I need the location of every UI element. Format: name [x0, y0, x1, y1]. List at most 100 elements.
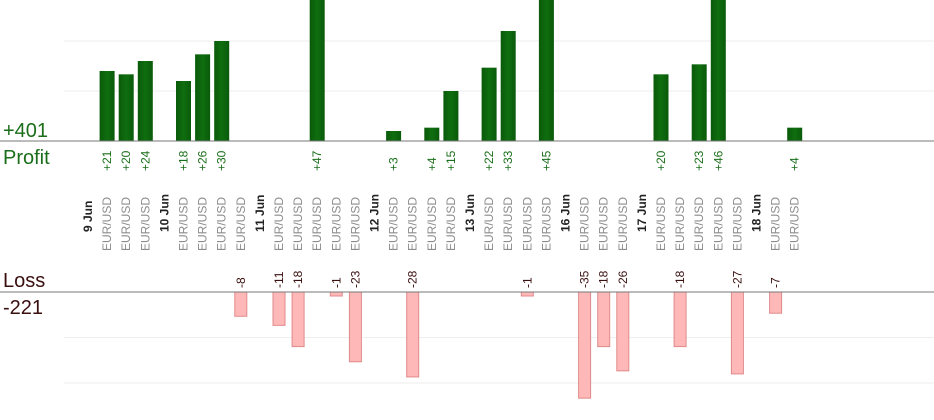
symbol-label: EUR/USD: [597, 197, 611, 251]
profit-value-label: +4: [788, 157, 802, 171]
date-label: 16 Jun: [559, 194, 573, 232]
loss-bar: [272, 291, 286, 326]
profit-bar: [118, 74, 134, 141]
date-label: 18 Jun: [750, 194, 764, 232]
profit-bar: [424, 127, 440, 141]
date-label: 9 Jun: [81, 201, 95, 232]
loss-value-label: -23: [348, 270, 362, 288]
loss-value-label: -1: [329, 277, 343, 288]
profit-bar: [653, 74, 669, 141]
profit-bar: [691, 64, 707, 141]
loss-bar: [673, 291, 687, 348]
loss-value-label: -1: [520, 277, 534, 288]
profit-bar: [481, 67, 497, 141]
profit-value-label: +20: [119, 150, 133, 171]
profit-value-label: +45: [539, 150, 553, 171]
symbol-label: EUR/USD: [348, 197, 362, 251]
profit-value-label: +22: [482, 150, 496, 171]
profit-value-label: +30: [215, 150, 229, 171]
grid-lines: [64, 40, 934, 384]
symbol-label: EUR/USD: [616, 197, 630, 251]
symbol-label: EUR/USD: [654, 197, 668, 251]
date-label: 10 Jun: [157, 194, 171, 232]
symbol-label: EUR/USD: [520, 197, 534, 251]
loss-value-label: -8: [234, 277, 248, 288]
symbol-label: EUR/USD: [501, 197, 515, 251]
symbol-label: EUR/USD: [692, 197, 706, 251]
profit-bar: [538, 0, 554, 141]
profit-value-label: +18: [177, 150, 191, 171]
symbol-label: EUR/USD: [444, 197, 458, 251]
loss-bar: [348, 291, 362, 363]
profit-bar: [214, 41, 230, 141]
symbol-label: EUR/USD: [272, 197, 286, 251]
loss-value-label: -11: [272, 271, 286, 288]
symbol-label: EUR/USD: [234, 197, 248, 251]
symbol-label: EUR/USD: [711, 197, 725, 251]
loss-value-label: -18: [673, 270, 687, 288]
profit-total: +401: [3, 120, 48, 142]
symbol-label: EUR/USD: [310, 197, 324, 251]
profit-value-label: +21: [100, 150, 114, 171]
loss-bar: [616, 291, 630, 372]
profit-value-label: +23: [692, 150, 706, 171]
profit-bar: [710, 0, 726, 141]
symbol-label: EUR/USD: [539, 197, 553, 251]
loss-value-label: -18: [291, 270, 305, 288]
symbol-label: EUR/USD: [425, 197, 439, 251]
symbol-label: EUR/USD: [196, 197, 210, 251]
symbol-label: EUR/USD: [769, 197, 783, 251]
loss-value-label: -18: [597, 270, 611, 288]
symbol-label: EUR/USD: [730, 197, 744, 251]
loss-value-label: -7: [769, 277, 783, 288]
loss-label: Loss: [3, 270, 45, 292]
date-label: 12 Jun: [368, 194, 382, 232]
profit-value-label: +47: [310, 150, 324, 171]
profit-label: Profit: [3, 147, 50, 169]
loss-bar: [329, 291, 343, 297]
symbol-label: EUR/USD: [291, 197, 305, 251]
profit-bar: [309, 0, 325, 141]
loss-value-label: -27: [730, 270, 744, 288]
loss-value-label: -26: [616, 270, 630, 288]
loss-value-label: -35: [578, 270, 592, 288]
loss-bar: [597, 291, 611, 348]
symbol-label: EUR/USD: [387, 197, 401, 251]
bars: [99, 0, 803, 399]
symbol-label: EUR/USD: [329, 197, 343, 251]
symbol-label: EUR/USD: [100, 197, 114, 251]
date-label: 13 Jun: [463, 194, 477, 232]
symbol-label: EUR/USD: [215, 197, 229, 251]
profit-bar: [99, 71, 115, 141]
loss-total: -221: [3, 297, 43, 319]
profit-value-label: +3: [387, 157, 401, 171]
loss-bar: [520, 291, 534, 297]
profit-bar: [176, 81, 191, 141]
profit-bar: [386, 131, 402, 141]
loss-bar: [578, 291, 592, 399]
loss-bar: [769, 291, 783, 314]
symbol-label: EUR/USD: [119, 197, 133, 251]
profit-bar: [787, 127, 803, 141]
symbol-label: EUR/USD: [673, 197, 687, 251]
loss-bar: [234, 291, 248, 317]
loss-bar: [291, 291, 305, 348]
symbol-label: EUR/USD: [406, 197, 420, 251]
profit-value-label: +24: [138, 150, 152, 171]
date-label: 17 Jun: [635, 194, 649, 232]
profit-bar: [195, 54, 211, 142]
profit-value-label: +4: [425, 157, 439, 171]
loss-value-label: -28: [406, 270, 420, 288]
profit-value-label: +46: [711, 150, 725, 171]
profit-bar: [443, 91, 459, 141]
date-label: 11 Jun: [253, 195, 267, 232]
symbol-label: EUR/USD: [788, 197, 802, 251]
symbol-label: EUR/USD: [578, 197, 592, 251]
symbol-label: EUR/USD: [177, 197, 191, 251]
profit-value-label: +15: [444, 150, 458, 171]
symbol-label: EUR/USD: [138, 197, 152, 251]
symbol-label: EUR/USD: [482, 197, 496, 251]
profit-bar: [137, 61, 153, 141]
